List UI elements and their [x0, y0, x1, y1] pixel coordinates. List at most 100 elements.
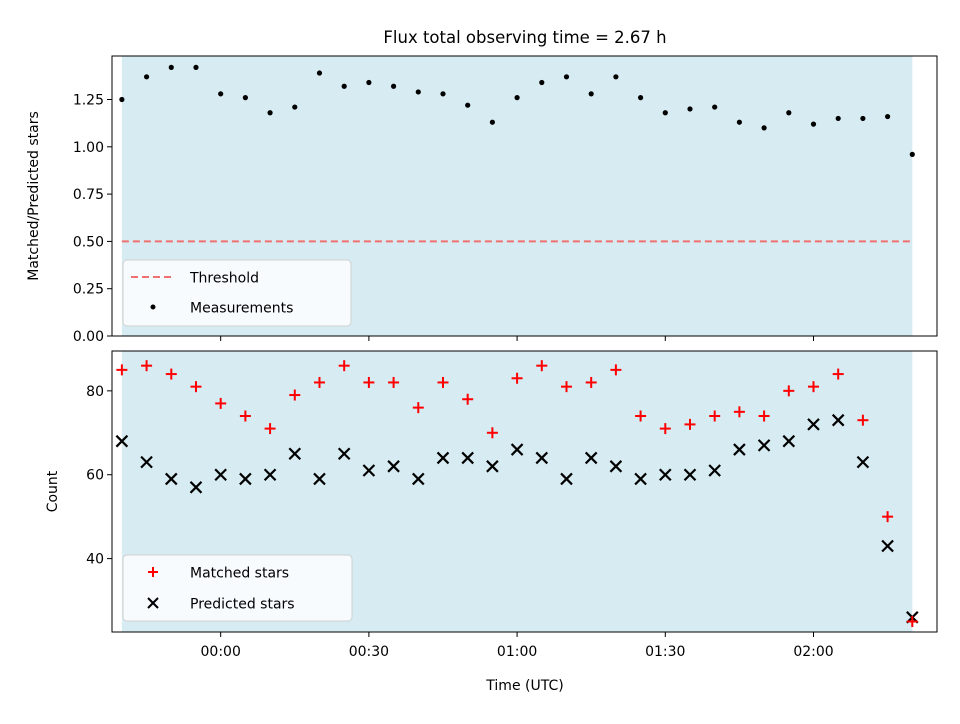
- count-y-axis-label: Count: [45, 470, 61, 512]
- predicted-star-point: [486, 460, 499, 473]
- matched-star-point: [857, 414, 869, 426]
- ratio-axes-frame: [111, 55, 938, 337]
- measurement-point: [390, 83, 397, 89]
- ratio-panel: 0.00 0.25 0.50 0.75 1.00 1.25 Matched/Predict…: [26, 55, 938, 345]
- measurement-point: [193, 64, 199, 70]
- measurement-point: [292, 104, 298, 110]
- matched-star-point: [289, 389, 301, 401]
- matched-star-point: [165, 368, 177, 380]
- matched-star-point: [733, 406, 745, 418]
- measurement-point: [119, 96, 125, 103]
- matched-star-point: [215, 397, 227, 409]
- predicted-star-point: [708, 464, 721, 477]
- ratio-legend-box: [122, 259, 352, 327]
- measurement-point: [588, 91, 594, 97]
- measurement-point: [786, 110, 792, 116]
- count-points: [115, 360, 919, 628]
- predicted-star-point: [733, 443, 746, 456]
- count-legend-box: [122, 554, 353, 622]
- measurement-point: [514, 95, 520, 101]
- predicted-star-point: [634, 472, 647, 486]
- predicted-star-point: [115, 434, 129, 448]
- measurement-point: [440, 91, 446, 97]
- predicted-star-point: [189, 481, 203, 494]
- predicted-star-point: [757, 439, 771, 452]
- count-axis-ticks: 40 60 80 00:00 00:30 01:00 01:30 02:00: [86, 384, 834, 660]
- matched-star-point: [882, 511, 894, 523]
- measurement-points: [119, 64, 915, 157]
- matched-star-point: [684, 418, 696, 430]
- predicted-star-point: [387, 460, 400, 473]
- predicted-star-point: [239, 472, 252, 486]
- matched-star-point: [313, 376, 325, 388]
- measurement-point: [810, 121, 817, 127]
- measurement-point: [242, 95, 248, 101]
- matched-star-point: [486, 427, 498, 439]
- ratio-y-tick-label: 0.50: [73, 234, 104, 250]
- x-tick-label: 00:00: [201, 644, 241, 660]
- predicted-star-point: [831, 413, 845, 427]
- matched-star-point: [338, 360, 350, 372]
- predicted-star-point: [535, 451, 549, 465]
- matched-star-point: [511, 372, 523, 384]
- measurement-point: [366, 79, 372, 86]
- predicted-star-point: [313, 472, 326, 486]
- measurement-point: [687, 106, 693, 112]
- measurement-point: [465, 102, 471, 108]
- predicted-star-point: [510, 443, 524, 456]
- matched-star-point: [462, 393, 474, 405]
- measurement-point: [415, 89, 421, 95]
- legend-measurements-label: Measurements: [190, 301, 293, 317]
- matched-star-point: [412, 402, 424, 414]
- measurement-point: [884, 113, 891, 120]
- legend-predicted-label: Predicted stars: [190, 597, 295, 613]
- matched-star-point: [659, 423, 671, 435]
- measurement-point: [563, 74, 570, 80]
- matched-star-point: [190, 381, 202, 393]
- count-y-tick-label: 60: [86, 468, 104, 484]
- ratio-y-tick-label: 0.00: [73, 329, 104, 345]
- matched-star-point: [560, 381, 572, 393]
- matched-star-point: [363, 376, 375, 388]
- predicted-star-point: [683, 468, 697, 482]
- measurement-point: [637, 95, 644, 101]
- ratio-y-tick-label: 0.75: [73, 187, 104, 203]
- predicted-star-point: [461, 451, 474, 465]
- matched-star-point: [758, 410, 770, 422]
- chart-title: Flux total observing time = 2.67 h: [383, 28, 666, 47]
- predicted-star-point: [584, 451, 598, 465]
- matched-star-point: [239, 410, 251, 422]
- predicted-star-point: [337, 447, 351, 461]
- measurement-point: [341, 83, 347, 89]
- predicted-star-point: [807, 418, 820, 431]
- matched-star-point: [783, 385, 795, 397]
- predicted-star-point: [881, 539, 894, 553]
- matched-star-point: [585, 376, 597, 388]
- ratio-legend: Threshold Measurements: [122, 259, 352, 327]
- ratio-y-tick-label: 1.25: [73, 93, 104, 109]
- predicted-star-point: [263, 468, 277, 482]
- measurement-point: [736, 119, 742, 125]
- ratio-axis-ticks: 0.00 0.25 0.50 0.75 1.00 1.25: [73, 93, 814, 345]
- measurement-point: [143, 74, 150, 80]
- matched-star-point: [709, 410, 721, 422]
- measurement-point: [860, 115, 866, 122]
- predicted-star-point: [856, 455, 870, 469]
- predicted-star-point: [165, 472, 178, 486]
- x-tick-label: 00:30: [349, 644, 389, 660]
- matched-star-point: [832, 368, 844, 380]
- legend-matched-swatch: [148, 567, 158, 577]
- measurement-point: [218, 91, 224, 97]
- measurement-point: [168, 64, 174, 70]
- count-legend: Matched stars Predicted stars: [122, 554, 353, 622]
- predicted-star-point: [288, 447, 302, 461]
- matched-star-point: [388, 376, 400, 388]
- ratio-y-tick-label: 1.00: [73, 140, 104, 156]
- matched-star-point: [635, 410, 647, 422]
- predicted-star-point: [659, 468, 672, 482]
- predicted-star-point: [362, 464, 376, 477]
- x-tick-label: 01:30: [645, 644, 685, 660]
- legend-predicted-swatch: [147, 597, 159, 609]
- predicted-star-point: [140, 455, 153, 469]
